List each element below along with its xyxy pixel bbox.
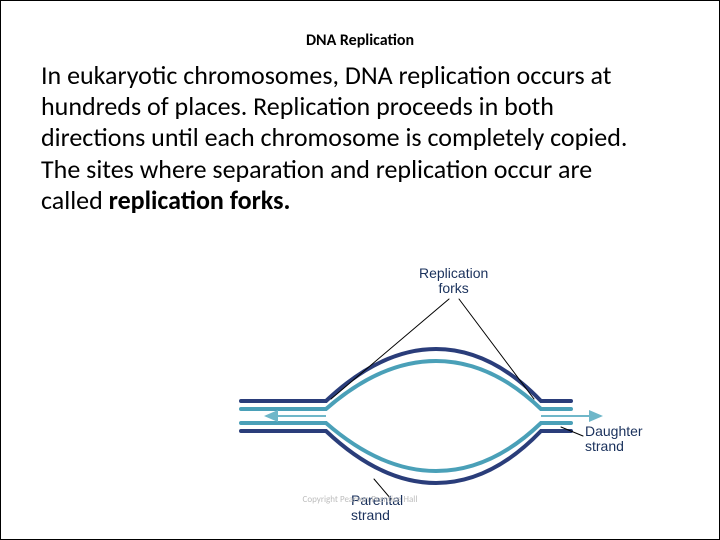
slide-title: DNA Replication [1,1,719,60]
replication-diagram: Replicationforks Daughterstrand Parental… [231,281,661,511]
body-text: In eukaryotic chromosomes, DNA replicati… [1,60,681,216]
label-daughter-strand: Daughterstrand [585,424,643,455]
paragraph-1: In eukaryotic chromosomes, DNA replicati… [41,59,627,153]
copyright-text: Copyright Pearson Prentice Hall [1,494,719,505]
diagram-svg [231,281,661,511]
label-replication-forks: Replicationforks [419,266,488,297]
slide: DNA Replication In eukaryotic chromosome… [0,0,720,540]
paragraph-2-bold: replication forks. [109,184,291,216]
